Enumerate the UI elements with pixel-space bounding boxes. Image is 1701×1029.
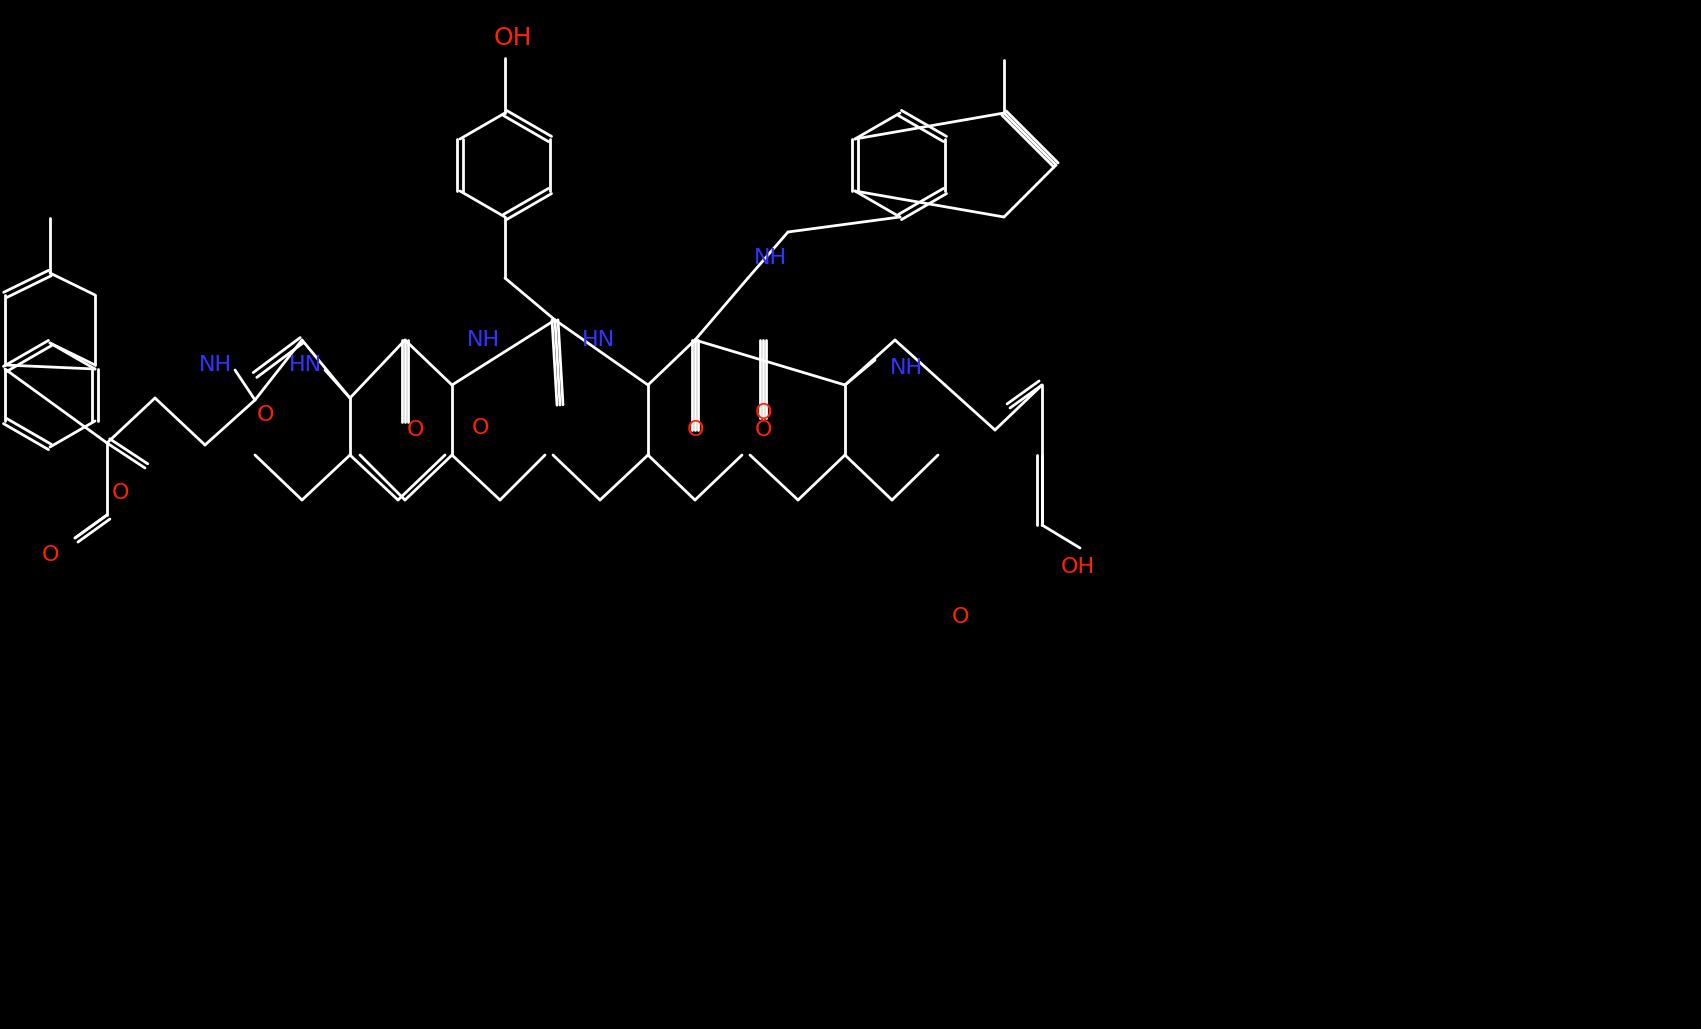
Text: O: O <box>111 483 129 503</box>
Text: NH: NH <box>466 330 500 350</box>
Text: HN: HN <box>582 330 614 350</box>
Text: HN: HN <box>289 355 321 375</box>
Text: O: O <box>754 420 772 440</box>
Text: O: O <box>41 545 60 565</box>
Text: NH: NH <box>754 248 786 268</box>
Text: O: O <box>754 403 772 423</box>
Text: OH: OH <box>1061 557 1095 577</box>
Text: NH: NH <box>890 358 922 378</box>
Text: O: O <box>407 420 424 440</box>
Text: O: O <box>951 607 970 627</box>
Text: OH: OH <box>493 26 532 50</box>
Text: O: O <box>257 405 274 425</box>
Text: NH: NH <box>199 355 231 375</box>
Text: O: O <box>686 420 704 440</box>
Text: O: O <box>471 418 488 438</box>
